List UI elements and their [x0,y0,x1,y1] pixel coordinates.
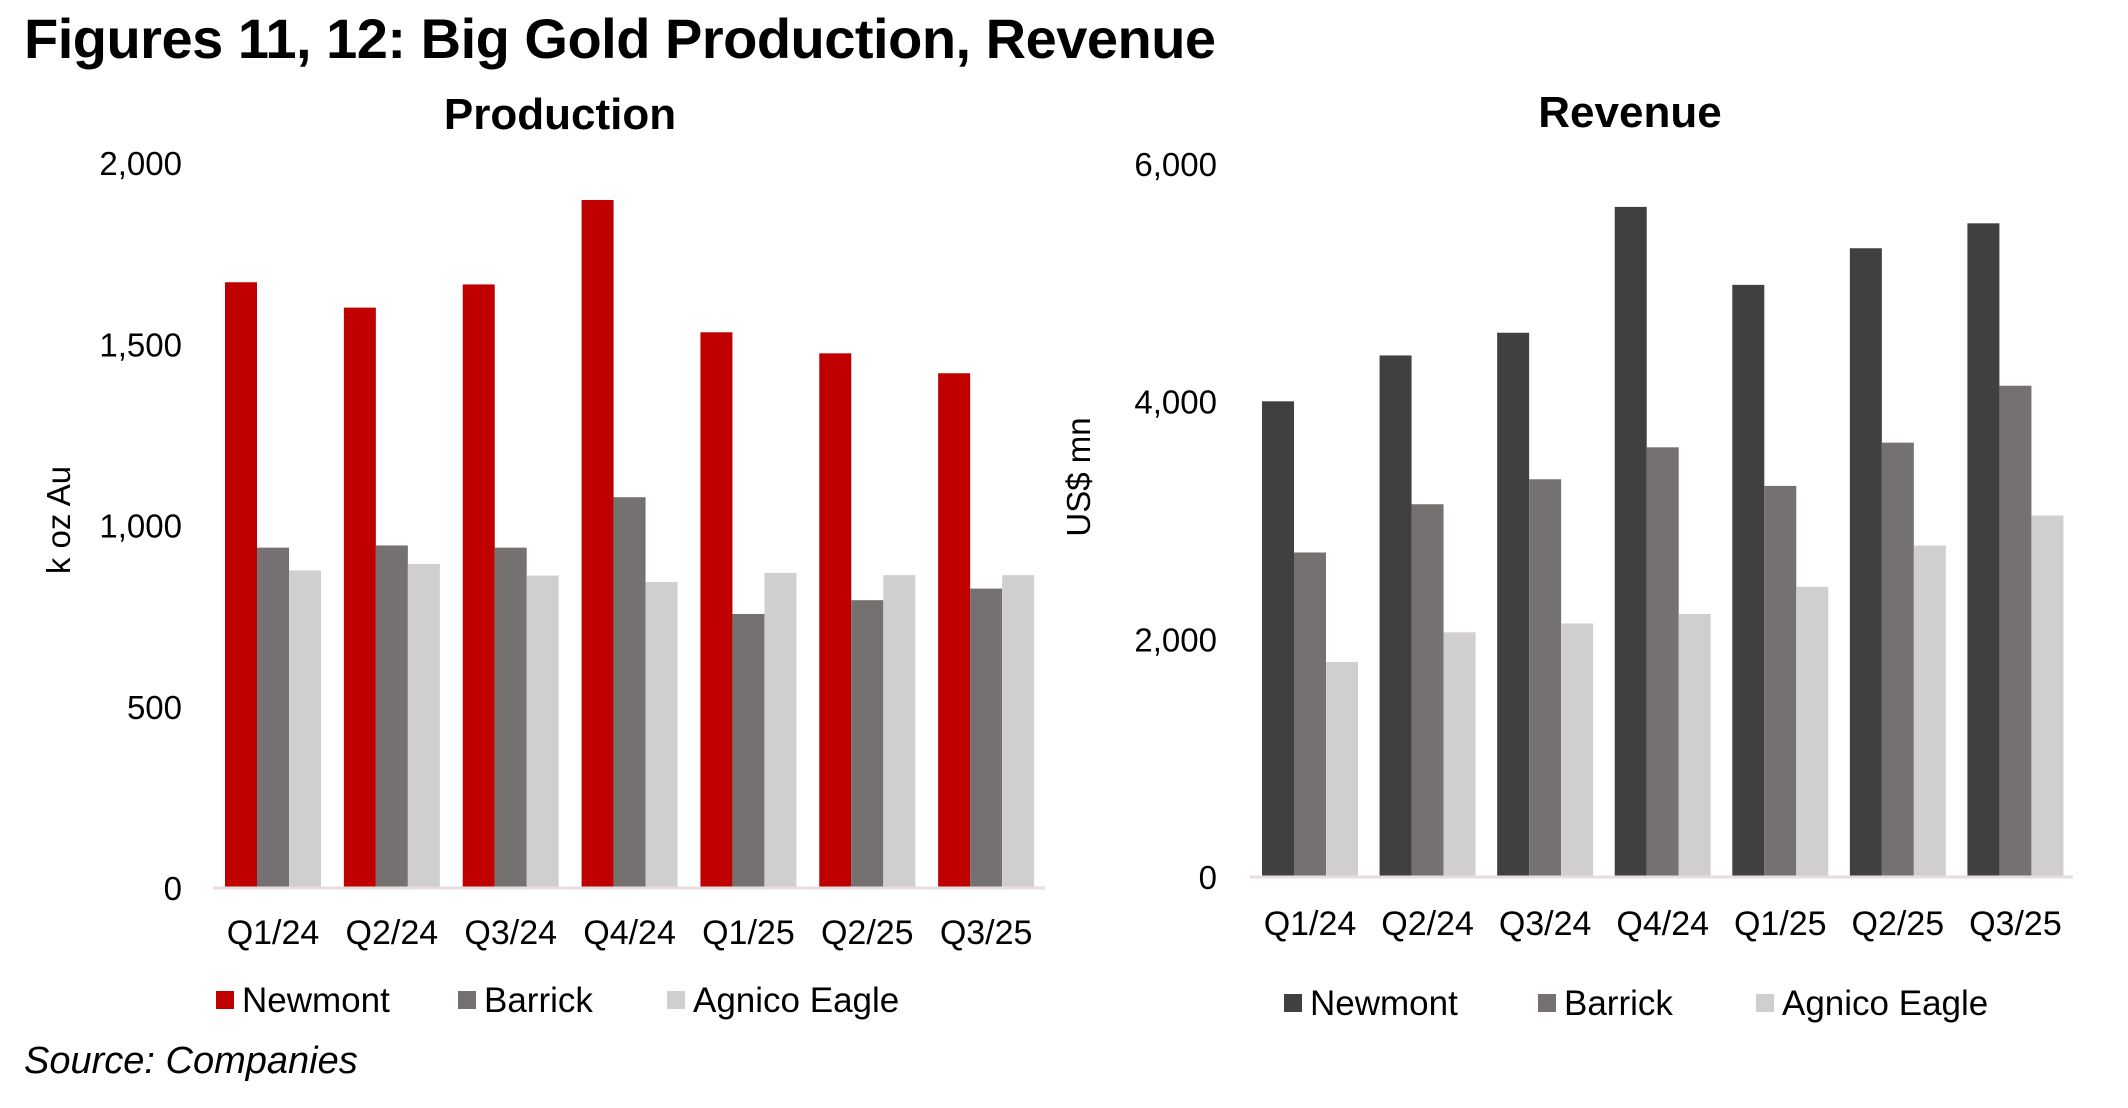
x-tick-label: Q3/25 [940,914,1033,952]
x-tick-label: Q2/24 [346,914,439,952]
legend-swatch-newmont [1284,994,1302,1012]
x-tick-label: Q4/24 [583,914,676,952]
bar-agnico-eagle-Q2-24 [1443,632,1476,877]
y-tick-label: 0 [164,870,182,907]
bar-agnico-eagle-Q3-24 [1561,623,1594,877]
bar-newmont-Q1-24 [225,282,257,888]
y-tick-label: 2,000 [1134,621,1217,658]
bar-newmont-Q1-25 [700,332,733,889]
bar-barrick-Q1-24 [257,547,289,888]
bar-agnico-eagle-Q3-25 [2031,515,2064,877]
y-tick-label: 500 [127,689,182,726]
bar-agnico-eagle-Q1-25 [1796,586,1829,877]
y-axis-label: US$ mn [1060,417,1097,536]
bar-barrick-Q2-24 [1411,504,1444,877]
chart-title: Production [444,90,676,139]
legend-label: Agnico Eagle [1782,984,1988,1023]
bar-newmont-Q3-25 [1967,223,2000,877]
bar-barrick-Q3-24 [494,547,527,888]
y-tick-label: 1,000 [99,508,182,545]
legend-swatch-agnico-eagle [1756,994,1774,1012]
bar-newmont-Q2-25 [819,353,852,888]
bar-barrick-Q1-25 [732,613,765,888]
y-tick-label: 0 [1199,859,1217,896]
bar-agnico-eagle-Q4-24 [645,582,678,888]
bar-agnico-eagle-Q1-25 [764,572,797,888]
y-tick-label: 2,000 [99,145,182,182]
x-tick-label: Q2/25 [821,914,914,952]
x-tick-label: Q2/25 [1852,905,1945,943]
legend-swatch-barrick [458,991,476,1009]
bar-barrick-Q2-25 [851,600,884,888]
bar-newmont-Q4-24 [581,199,614,889]
revenue-chart: Revenue 0 2,000 4,000 6,000 US$ mn Q1/24 Q2/24 Q… [1060,88,2073,1023]
bar-agnico-eagle-Q2-25 [1913,545,1946,877]
bar-agnico-eagle-Q3-25 [1002,575,1035,888]
bar-barrick-Q4-24 [613,497,646,888]
figure-title: Figures 11, 12: Big Gold Production, Rev… [24,7,1216,70]
bar-agnico-eagle-Q2-25 [883,575,916,888]
bar-newmont-Q4-24 [1614,206,1647,878]
bar-barrick-Q3-25 [1999,385,2032,877]
legend-swatch-barrick [1538,994,1556,1012]
y-tick-label: 4,000 [1134,384,1217,421]
bar-newmont-Q1-25 [1732,284,1765,877]
legend-label: Barrick [484,981,593,1020]
bar-barrick-Q4-24 [1646,447,1679,877]
x-tick-label: Q3/25 [1969,905,2062,943]
x-tick-label: Q2/24 [1381,905,1474,943]
bar-agnico-eagle-Q1-24 [1326,662,1358,877]
bar-newmont-Q2-24 [1379,355,1412,877]
x-tick-label: Q1/24 [227,914,320,952]
x-tick-label: Q3/24 [1499,905,1592,943]
bar-newmont-Q3-24 [1497,332,1530,877]
chart-title: Revenue [1538,88,1721,137]
bar-agnico-eagle-Q3-24 [526,575,559,888]
bar-newmont-Q2-25 [1849,248,1882,878]
bar-barrick-Q3-24 [1529,479,1562,877]
legend-swatch-newmont [216,991,234,1009]
y-axis-label: k oz Au [40,466,77,574]
legend-label: Newmont [1310,984,1458,1023]
legend-swatch-agnico-eagle [667,991,685,1009]
y-tick-label: 6,000 [1134,146,1217,183]
bar-barrick-Q1-25 [1764,485,1797,877]
bar-barrick-Q2-25 [1881,442,1914,877]
x-tick-label: Q1/24 [1264,905,1357,943]
source-note: Source: Companies [24,1040,358,1082]
legend-label: Newmont [242,981,390,1020]
x-tick-label: Q4/24 [1616,905,1709,943]
y-tick-label: 1,500 [99,326,182,363]
bar-barrick-Q2-24 [375,545,408,888]
bar-agnico-eagle-Q1-24 [289,570,321,888]
production-chart: Production 0 500 1,000 1,500 2,000 k oz Au Q1/2… [40,90,1045,1020]
bar-newmont-Q1-24 [1262,401,1294,877]
bar-agnico-eagle-Q4-24 [1678,614,1711,877]
x-tick-label: Q1/25 [702,914,795,952]
bar-agnico-eagle-Q2-24 [407,563,440,888]
bar-newmont-Q3-24 [462,284,495,888]
legend-label: Barrick [1564,984,1673,1023]
bar-barrick-Q1-24 [1294,552,1326,877]
bar-newmont-Q3-25 [938,373,971,888]
legend-label: Agnico Eagle [693,981,899,1020]
x-tick-label: Q3/24 [464,914,557,952]
bar-barrick-Q3-25 [970,588,1003,888]
x-tick-label: Q1/25 [1734,905,1827,943]
bar-newmont-Q2-24 [343,307,376,888]
